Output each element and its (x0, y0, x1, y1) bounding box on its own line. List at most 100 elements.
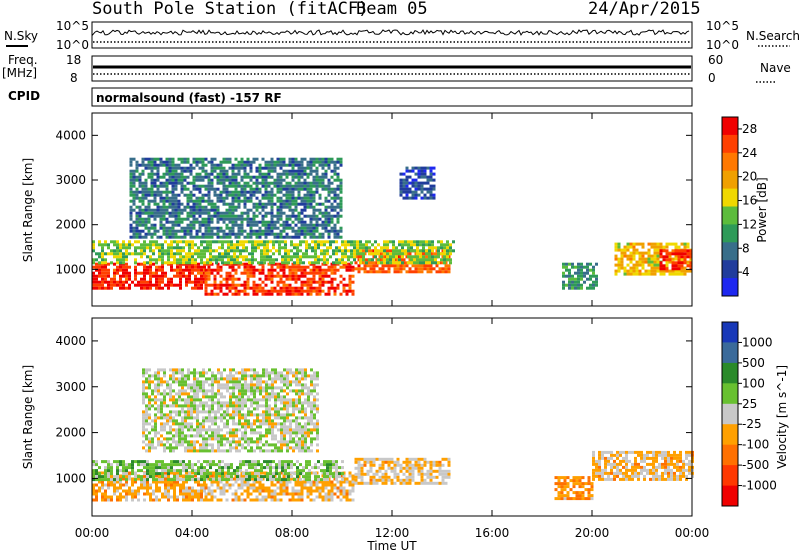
power-cell (320, 243, 323, 247)
power-cell (198, 190, 202, 194)
power-cell (420, 196, 424, 200)
power-cell (107, 286, 110, 290)
power-cell (231, 208, 235, 212)
power-cell (258, 169, 262, 173)
vel-cell (257, 472, 260, 476)
power-cell (225, 226, 229, 230)
vel-cell (152, 466, 155, 470)
power-cell (686, 255, 690, 259)
vel-cell (200, 466, 203, 470)
power-cell (574, 283, 577, 287)
power-cell (182, 271, 185, 275)
vel-cell (372, 457, 376, 461)
vel-cell (187, 398, 190, 402)
vel-cell (435, 469, 439, 473)
power-cell (300, 169, 304, 173)
vel-cell (187, 410, 190, 414)
power-cell (252, 190, 256, 194)
power-cell (312, 214, 316, 218)
vel-cell (264, 495, 268, 499)
vel-cell (167, 474, 170, 478)
power-cell (132, 184, 136, 188)
power-cell (686, 264, 690, 268)
power-cell (647, 269, 651, 273)
power-cell (638, 242, 642, 246)
power-cell (656, 269, 660, 273)
power-cell (185, 240, 188, 244)
vel-cell (181, 428, 184, 432)
power-cell (327, 286, 331, 290)
power-cell (158, 283, 161, 287)
power-cell (147, 166, 151, 170)
vel-cell (172, 389, 175, 393)
power-cell (132, 235, 136, 239)
power-cell (221, 258, 224, 262)
power-cell (680, 272, 684, 276)
power-cell (635, 248, 639, 252)
power-cell (437, 252, 440, 256)
power-cell (635, 269, 639, 273)
power-cell (107, 271, 110, 275)
power-cell (132, 232, 136, 236)
power-cell (368, 240, 371, 244)
power-cell (291, 178, 295, 182)
power-cell (198, 202, 202, 206)
power-cell (290, 243, 293, 247)
vel-cell (172, 371, 175, 375)
power-cell (650, 242, 654, 246)
power-cell (255, 283, 259, 287)
power-cell (291, 175, 295, 179)
power-cell (434, 246, 437, 250)
power-cell (276, 181, 280, 185)
power-cell (291, 268, 295, 272)
vel-cell (142, 401, 145, 405)
power-cell (249, 217, 253, 221)
vel-cell (341, 460, 344, 464)
power-cell (285, 220, 289, 224)
power-cell (116, 246, 119, 250)
power-cell (213, 286, 217, 290)
vel-cell (306, 486, 310, 490)
power-cell (119, 286, 122, 290)
vel-cell (95, 469, 98, 473)
power-cell (291, 169, 295, 173)
power-cell (222, 178, 226, 182)
vel-cell (116, 480, 119, 484)
power-cell (327, 211, 331, 215)
power-cell (162, 226, 166, 230)
vel-cell (272, 466, 275, 470)
power-cell (165, 205, 169, 209)
vel-cell (411, 466, 415, 470)
vel-cell (447, 475, 451, 479)
power-cell (414, 184, 418, 188)
vel-cell (261, 486, 265, 490)
power-cell (204, 220, 208, 224)
power-cell (237, 289, 241, 293)
power-cell (198, 199, 202, 203)
power-cell (592, 280, 595, 284)
power-cell (389, 255, 392, 259)
power-cell (98, 274, 101, 278)
power-cell (180, 166, 184, 170)
power-cell (396, 270, 400, 274)
vel-cell (306, 480, 310, 484)
vel-cell (187, 443, 190, 447)
power-cell (189, 235, 193, 239)
vel-cell (390, 466, 394, 470)
power-cell (308, 261, 311, 265)
vel-cell (327, 498, 331, 502)
power-cell (182, 246, 185, 250)
power-cell (291, 157, 295, 161)
power-cell (614, 269, 618, 273)
power-cell (237, 172, 241, 176)
power-cell (426, 190, 430, 194)
power-cell (236, 243, 239, 247)
power-cell (185, 268, 188, 272)
vel-cell (167, 498, 170, 502)
vel-cell (122, 466, 125, 470)
vel-cell (166, 446, 169, 450)
power-cell (249, 190, 253, 194)
power-cell (279, 289, 283, 293)
power-cell (580, 262, 583, 266)
power-cell (285, 205, 289, 209)
